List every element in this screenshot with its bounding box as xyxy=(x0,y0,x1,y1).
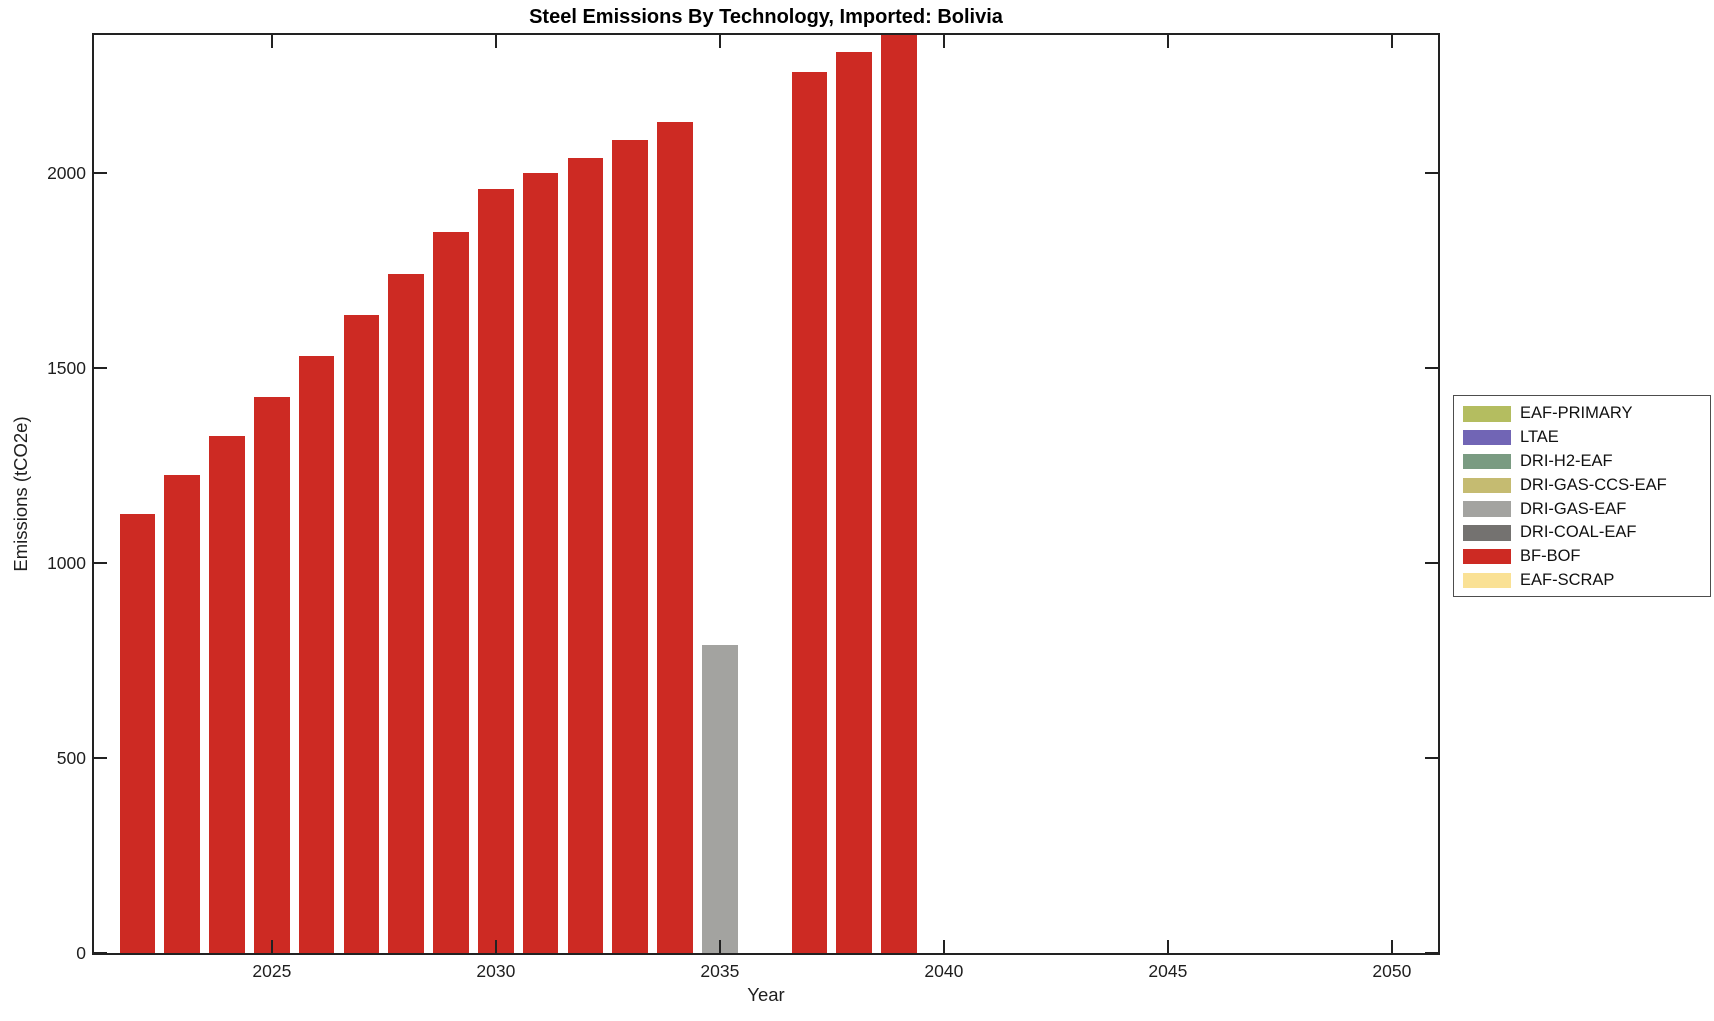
y-tick-1000 xyxy=(94,562,107,564)
legend-item-dri-gas-ccs-eaf: DRI-GAS-CCS-EAF xyxy=(1463,473,1710,497)
legend-color-swatch xyxy=(1463,572,1511,589)
legend-item-label: EAF-SCRAP xyxy=(1520,570,1615,589)
legend-color-swatch xyxy=(1463,525,1511,541)
x-tick-top-2035 xyxy=(718,35,721,48)
x-tick-label-2040: 2040 xyxy=(924,961,964,981)
chart-title: Steel Emissions By Technology, Imported:… xyxy=(529,6,1003,28)
bar-2035-dri-gas-eaf xyxy=(701,644,738,953)
bar-2026-bf-bof xyxy=(298,356,335,953)
legend-color-swatch xyxy=(1463,406,1511,422)
bar-2024-bf-bof xyxy=(209,436,245,953)
y-tick-right-1500 xyxy=(1425,367,1438,369)
x-tick-top-2025 xyxy=(270,35,273,48)
y-tick-2000 xyxy=(94,172,107,175)
legend-item-label: DRI-GAS-EAF xyxy=(1520,499,1627,518)
legend-item-label: DRI-H2-EAF xyxy=(1520,451,1613,470)
y-tick-label-1500: 1500 xyxy=(47,358,86,378)
bar-2028-bf-bof xyxy=(388,274,425,953)
x-tick-label-2025: 2025 xyxy=(252,961,292,981)
legend-item-label: DRI-COAL-EAF xyxy=(1520,523,1637,542)
bar-2032-bf-bof xyxy=(567,157,604,953)
y-tick-right-0 xyxy=(1425,952,1438,953)
x-tick-top-2030 xyxy=(494,35,497,48)
legend-color-swatch xyxy=(1463,429,1511,446)
legend-item-eaf-scrap: EAF-SCRAP xyxy=(1463,569,1710,593)
y-tick-label-0: 0 xyxy=(76,943,86,963)
bar-2038-bf-bof xyxy=(836,52,873,953)
legend-item-bf-bof: BF-BOF xyxy=(1463,545,1710,569)
legend: EAF-PRIMARY LTAE DRI-H2-EAF DRI-GAS-CCS-EAF… xyxy=(1453,395,1711,597)
y-tick-label-2000: 2000 xyxy=(47,163,86,184)
legend-item-label: EAF-PRIMARY xyxy=(1520,404,1633,423)
x-tick-2030 xyxy=(494,940,497,953)
x-axis-label: Year xyxy=(747,984,785,1005)
x-tick-label-2030: 2030 xyxy=(476,961,516,981)
x-tick-top-2040 xyxy=(942,35,945,48)
x-tick-2035 xyxy=(718,940,721,953)
x-tick-top-2045 xyxy=(1166,35,1169,48)
bar-2022-bf-bof xyxy=(119,514,156,953)
legend-item-label: DRI-GAS-CCS-EAF xyxy=(1520,475,1667,494)
x-tick-top-2050 xyxy=(1390,35,1393,48)
y-tick-1500 xyxy=(94,367,107,369)
legend-color-swatch xyxy=(1463,548,1511,565)
x-tick-label-2045: 2045 xyxy=(1148,961,1188,981)
x-tick-label-2035: 2035 xyxy=(700,961,740,981)
bar-2039-bf-bof xyxy=(881,35,917,953)
x-tick-2025 xyxy=(270,940,273,953)
legend-item-eaf-primary: EAF-PRIMARY xyxy=(1463,402,1710,426)
x-tick-2050 xyxy=(1390,940,1393,953)
y-tick-right-2000 xyxy=(1425,172,1438,175)
y-axis-label: Emissions (tCO2e) xyxy=(10,416,31,572)
y-tick-right-1000 xyxy=(1425,562,1438,564)
bar-2025-bf-bof xyxy=(253,397,290,953)
bar-2023-bf-bof xyxy=(164,475,201,953)
legend-color-swatch xyxy=(1463,477,1511,494)
legend-item-dri-gas-eaf: DRI-GAS-EAF xyxy=(1463,497,1710,521)
y-tick-500 xyxy=(94,757,107,759)
legend-item-dri-coal-eaf: DRI-COAL-EAF xyxy=(1463,521,1710,545)
plot-area xyxy=(92,33,1440,955)
legend-item-label: LTAE xyxy=(1520,428,1559,447)
bar-2037-bf-bof xyxy=(791,71,828,953)
bar-2033-bf-bof xyxy=(612,139,649,953)
legend-item-dri-h2-eaf: DRI-H2-EAF xyxy=(1463,450,1710,474)
bar-2030-bf-bof xyxy=(477,188,514,953)
y-tick-label-1000: 1000 xyxy=(47,553,86,573)
y-tick-label-500: 500 xyxy=(56,748,86,768)
x-tick-2040 xyxy=(942,940,945,953)
legend-item-ltae: LTAE xyxy=(1463,426,1710,450)
bar-2029-bf-bof xyxy=(433,231,469,953)
x-tick-2045 xyxy=(1166,940,1169,953)
legend-color-swatch xyxy=(1463,501,1511,517)
bar-2027-bf-bof xyxy=(343,315,380,953)
legend-item-label: BF-BOF xyxy=(1520,547,1581,566)
y-tick-right-500 xyxy=(1425,757,1438,759)
bar-2034-bf-bof xyxy=(657,122,693,953)
bar-2031-bf-bof xyxy=(522,173,559,953)
x-tick-label-2050: 2050 xyxy=(1372,961,1412,981)
legend-color-swatch xyxy=(1463,453,1511,470)
y-tick-0 xyxy=(94,952,107,953)
